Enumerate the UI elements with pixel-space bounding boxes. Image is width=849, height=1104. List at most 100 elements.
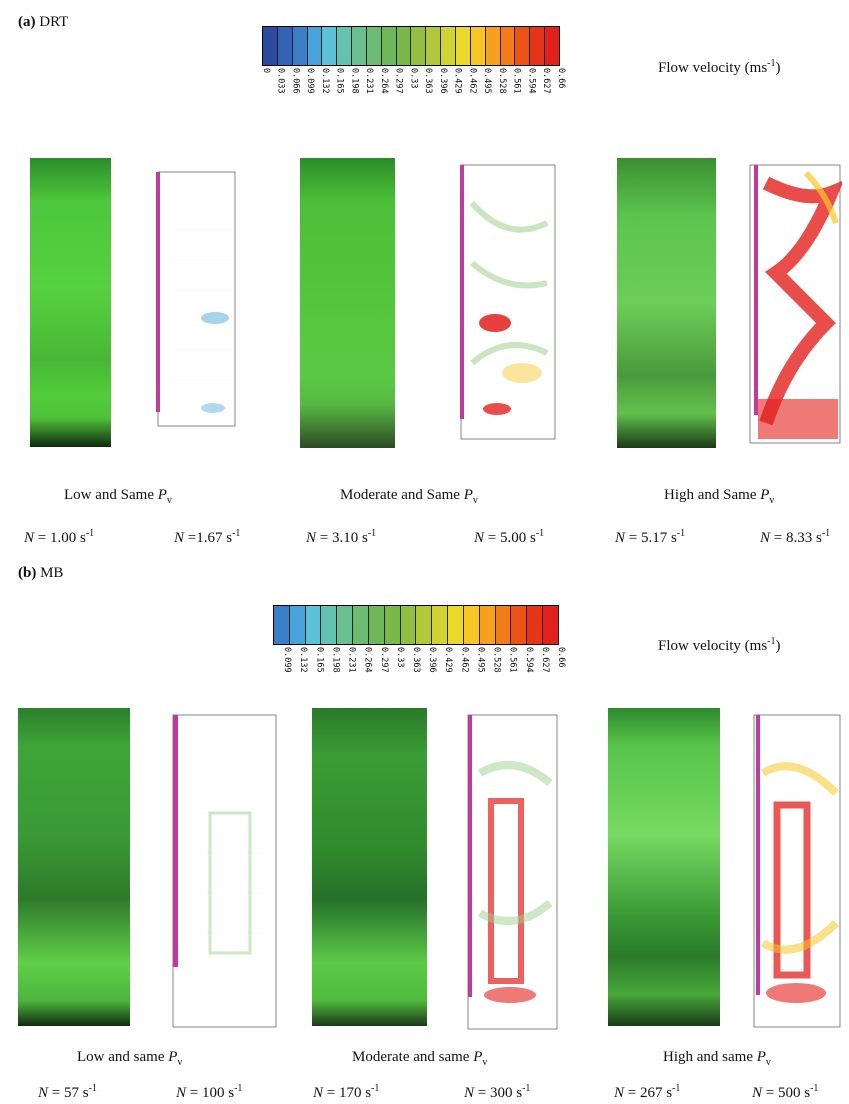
colorbar-a-tick-18: 0.594	[526, 68, 537, 94]
photo-b2	[312, 708, 427, 1026]
colorbar-b-tick-9: 0.396	[427, 647, 438, 673]
colorbar-b-tick-15: 0.594	[523, 647, 534, 673]
colorbar-b-swatch-3	[321, 606, 338, 644]
colorbar-a-swatch-19	[545, 27, 559, 65]
colorbar-b-swatch-1	[289, 606, 306, 644]
colorbar-b-tick-13: 0.528	[491, 647, 502, 673]
vector-plot-a1	[153, 170, 236, 444]
vector-plot-a3-svg	[749, 164, 844, 444]
colorbar-a-tick-12: 0.396	[437, 68, 448, 94]
colorbar-a-swatch-1	[277, 27, 293, 65]
colorbar-a-swatch-16	[500, 27, 516, 65]
colorbar-b-tick-16: 0.627	[539, 647, 550, 673]
colorbar-b-swatch-9	[416, 606, 433, 644]
colorbar-a-tick-6: 0.198	[349, 68, 360, 94]
colorbar-b-tick-4: 0.231	[346, 647, 357, 673]
colorbar-b-swatch-7	[384, 606, 401, 644]
vector-plot-b2-svg	[467, 714, 558, 1030]
caption-b3: High and same Pv	[663, 1049, 771, 1068]
colorbar-a-tick-4: 0.132	[319, 68, 330, 94]
colorbar-a-swatch-11	[426, 27, 442, 65]
colorbar-a-tick-19: 0.627	[541, 68, 551, 94]
colorbar-a	[262, 26, 560, 66]
photo-b1	[18, 708, 130, 1026]
colorbar-b-tick-7: 0.33	[394, 647, 405, 668]
vector-plot-a2	[457, 163, 557, 447]
colorbar-a-tick-2: 0.066	[290, 68, 301, 94]
speed-b3: N = 170 s-1	[313, 1083, 380, 1101]
colorbar-a-swatch-6	[352, 27, 367, 65]
caption-a2: Moderate and Same Pv	[340, 487, 478, 506]
colorbar-a-tick-5: 0.165	[334, 68, 345, 94]
colorbar-b-swatch-0	[274, 606, 290, 644]
caption-b1: Low and same Pv	[77, 1049, 183, 1068]
colorbar-b-tick-5: 0.264	[362, 647, 373, 673]
speed-b1: N = 57 s-1	[38, 1083, 97, 1101]
colorbar-a-swatch-10	[411, 27, 427, 65]
colorbar-a-swatch-2	[292, 27, 308, 65]
flow-velocity-label-a: Flow velocity (ms-1)	[658, 58, 781, 76]
colorbar-b-swatch-12	[463, 606, 480, 644]
colorbar-b-tick-0: 0.099	[282, 647, 293, 673]
caption-a3: High and Same Pv	[664, 487, 775, 506]
vector-plot-a3	[746, 163, 844, 447]
colorbar-b-tick-11: 0.462	[459, 647, 470, 673]
colorbar-a-tick-0: 0	[260, 68, 271, 74]
colorbar-a-swatch-12	[441, 27, 456, 65]
colorbar-b-swatch-10	[432, 606, 449, 644]
vector-plot-a1-svg	[156, 171, 236, 427]
colorbar-b-tick-10: 0.429	[443, 647, 454, 673]
colorbar-a-tick-10: 0.33	[408, 68, 419, 89]
colorbar-b-swatch-6	[368, 606, 385, 644]
colorbar-a-tick-8: 0.264	[378, 68, 389, 94]
speed-a3: N = 3.10 s-1	[306, 528, 377, 546]
colorbar-a-tick-11: 0.363	[423, 68, 433, 94]
flow-velocity-label-b: Flow velocity (ms-1)	[658, 636, 781, 654]
colorbar-b-tick-17: 0.66	[555, 647, 566, 668]
colorbar-b-tick-1: 0.132	[298, 647, 309, 673]
colorbar-a-tick-13: 0.429	[452, 68, 463, 94]
colorbar-a-tick-20: 0.66	[555, 68, 566, 89]
colorbar-a-swatch-5	[337, 27, 353, 65]
colorbar-b-swatch-14	[495, 606, 512, 644]
colorbar-b-swatch-4	[337, 606, 354, 644]
vector-plot-b1	[170, 713, 278, 1031]
colorbar-a-swatch-3	[307, 27, 323, 65]
colorbar-b-tick-14: 0.561	[507, 647, 518, 673]
colorbar-b-ticks: 0.099 0.132 0.165 0.198 0.231 0.264 0.297 0.33 0…	[276, 647, 566, 673]
speed-a5: N = 5.17 s-1	[615, 528, 686, 546]
speed-a1: N = 1.00 s-1	[24, 528, 95, 546]
colorbar-b-tick-2: 0.165	[314, 647, 325, 673]
colorbar-b-swatch-16	[527, 606, 544, 644]
colorbar-b-tick-6: 0.297	[378, 647, 389, 673]
speed-a2: N =1.67 s-1	[174, 528, 241, 546]
colorbar-a-swatch-0	[263, 27, 278, 65]
colorbar-a-swatch-15	[485, 27, 501, 65]
colorbar-a-tick-1: 0.033	[275, 68, 286, 94]
colorbar-b-swatch-13	[479, 606, 496, 644]
colorbar-a-ticks: 0 0.033 0.066 0.099 0.132 0.165 0.198 0.231 0.26…	[256, 68, 566, 94]
vector-plot-b2	[465, 713, 560, 1033]
colorbar-b-swatch-5	[353, 606, 369, 644]
photo-a2	[300, 158, 395, 448]
speed-b2: N = 100 s-1	[176, 1083, 243, 1101]
caption-a1: Low and Same Pv	[64, 487, 172, 506]
colorbar-b-swatch-8	[400, 606, 417, 644]
colorbar-a-tick-3: 0.099	[305, 68, 315, 94]
colorbar-b-swatch-15	[511, 606, 528, 644]
panel-b-label: (b) MB	[18, 565, 64, 581]
colorbar-a-swatch-14	[470, 27, 486, 65]
speed-b4: N = 300 s-1	[464, 1083, 531, 1101]
colorbar-b-swatch-2	[305, 606, 322, 644]
colorbar-a-tick-14: 0.462	[467, 68, 478, 94]
colorbar-a-tick-16: 0.528	[496, 68, 507, 94]
vector-plot-a2-svg	[460, 164, 556, 440]
colorbar-b-swatch-11	[448, 606, 464, 644]
speed-a4: N = 5.00 s-1	[474, 528, 545, 546]
colorbar-a-swatch-17	[515, 27, 531, 65]
speed-b6: N = 500 s-1	[752, 1083, 819, 1101]
vector-plot-b3	[751, 713, 842, 1033]
photo-a1	[30, 158, 111, 447]
speed-b5: N = 267 s-1	[614, 1083, 681, 1101]
colorbar-a-swatch-13	[455, 27, 471, 65]
